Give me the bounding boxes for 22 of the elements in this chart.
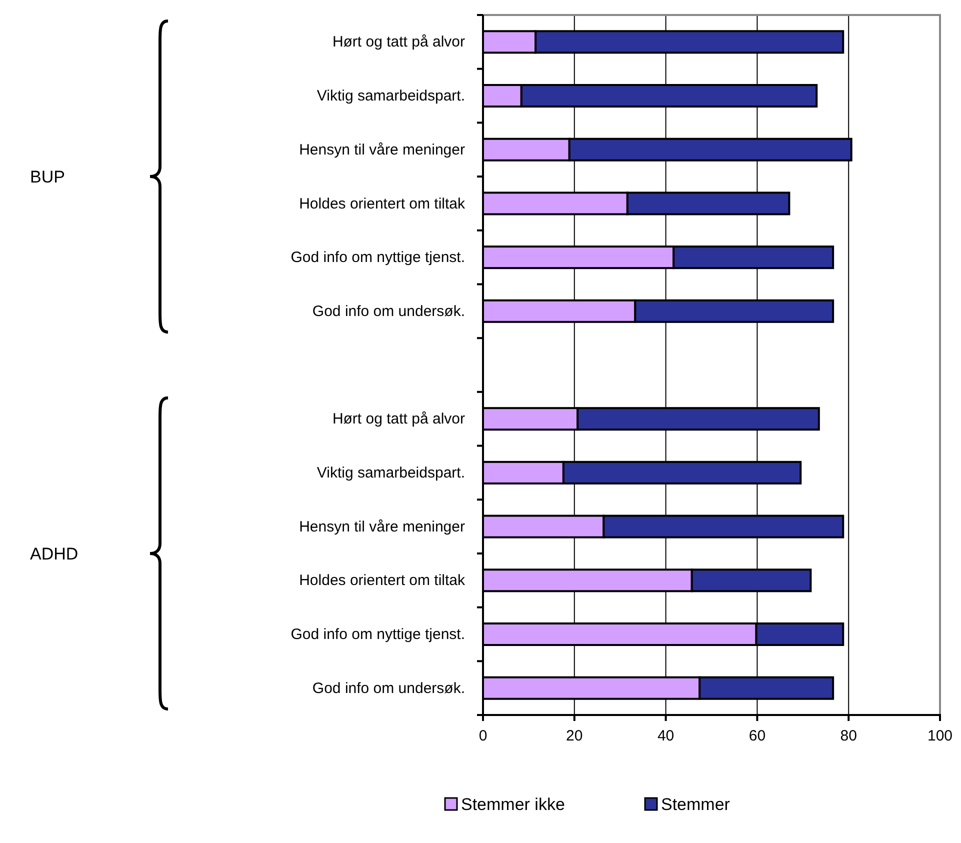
y-tick-label: Holdes orientert om tiltak <box>299 195 466 212</box>
x-tick-label: 20 <box>566 728 583 744</box>
x-tick-label: 80 <box>840 728 857 744</box>
x-tick-label: 0 <box>478 728 488 744</box>
legend-label: Stemmer <box>661 795 730 814</box>
y-tick-label: Hensyn til våre meninger <box>299 141 465 158</box>
text: BUP <box>30 167 65 186</box>
x-tick-label: 40 <box>657 728 674 744</box>
y-tick-label: God info om nyttige tjenst. <box>290 626 465 644</box>
y-tick-label: God info om nyttige tjenst. <box>290 249 465 266</box>
y-tick-label: Hensyn til våre meninger <box>299 518 465 536</box>
y-tick-label: Viktig samarbeidspart. <box>316 464 465 482</box>
y-tick-label: God info om undersøk. <box>312 680 465 697</box>
y-tick-label: Holdes orientert om tiltak <box>299 572 466 590</box>
legend-label: Stemmer ikke <box>461 795 565 814</box>
y-tick-label: Viktig samarbeidspart. <box>316 88 465 105</box>
y-tick-label: God info om undersøk. <box>312 302 465 320</box>
y-tick-label: Hørt og tatt på alvor <box>332 410 465 428</box>
x-tick-label: 100 <box>927 728 953 744</box>
x-tick-label: 60 <box>748 728 766 744</box>
text: ADHD <box>30 544 78 564</box>
y-tick-label: Hørt og tatt på alvor <box>332 34 465 51</box>
